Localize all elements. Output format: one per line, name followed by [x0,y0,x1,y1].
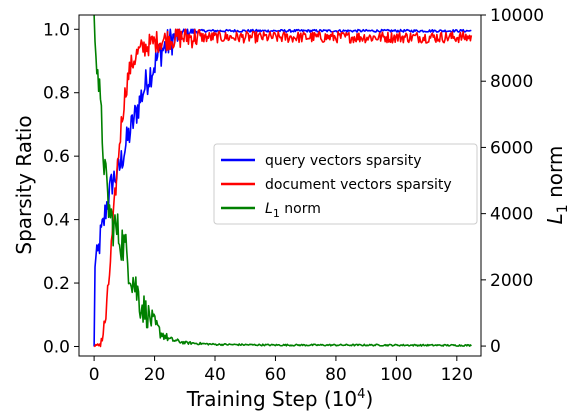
x-tick-label: 40 [204,365,226,385]
y-right-tick-label: 6000 [490,138,533,158]
legend-label-query: query vectors sparsity [265,153,422,169]
y-right-axis-ticks: 0 2000 4000 6000 8000 10000 [481,6,544,357]
x-axis-title: Training Step (104) [186,387,374,411]
y-left-axis-title: Sparsity Ratio [12,115,36,254]
y-left-tick-label: 0.6 [43,147,70,167]
y-left-tick-label: 0.8 [43,84,70,104]
y-right-tick-label: 10000 [490,6,544,26]
x-axis-ticks: 0 20 40 60 80 100 120 [89,356,473,385]
legend: query vectors sparsity document vectors … [213,143,478,225]
y-left-tick-label: 0.0 [43,337,70,357]
legend-label-document: document vectors sparsity [265,177,452,193]
series-line-document [93,28,473,348]
y-right-tick-label: 4000 [490,205,533,225]
x-tick-label: 0 [89,365,100,385]
y-left-tick-label: 0.2 [43,274,70,294]
y-left-tick-label: 0.4 [43,211,70,231]
x-tick-label: 120 [441,365,473,385]
x-tick-label: 80 [325,365,347,385]
x-tick-label: 60 [265,365,287,385]
x-tick-label: 20 [144,365,166,385]
legend-label-l1: L1 norm [265,201,321,220]
plot-lines [93,15,473,348]
y-left-axis-ticks: 0.0 0.2 0.4 0.6 0.8 1.0 [43,20,79,357]
series-line-query [93,28,472,347]
legend-box [213,143,478,225]
y-left-tick-label: 1.0 [43,20,70,40]
y-right-tick-label: 8000 [490,72,533,92]
x-tick-label: 100 [380,365,412,385]
y-right-tick-label: 0 [490,337,501,357]
series-line-l1-norm [93,15,472,347]
y-right-axis-title: L1 norm [543,146,571,225]
y-right-tick-label: 2000 [490,271,533,291]
plot-frame [78,14,482,357]
